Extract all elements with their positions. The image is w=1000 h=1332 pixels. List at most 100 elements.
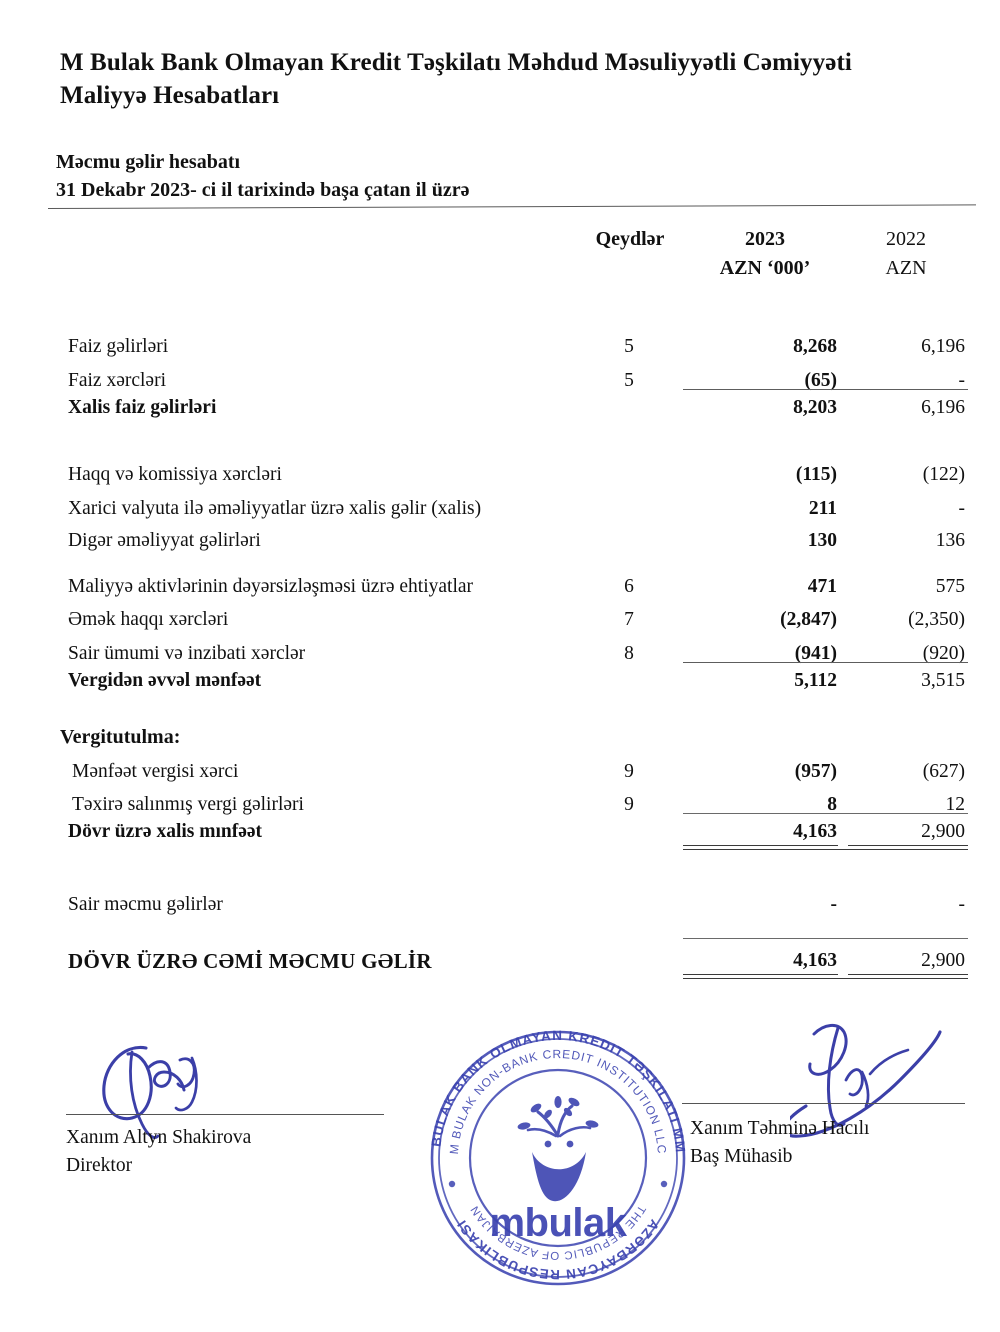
row-value-2022: (920) bbox=[922, 643, 965, 664]
table-row: Haqq və komissiya xərcləri (115) (122) bbox=[0, 458, 1000, 492]
row-value-2022: (627) bbox=[922, 761, 965, 782]
row-value-2023: (957) bbox=[794, 761, 837, 782]
column-header-2023: 2023 AZN ‘000’ bbox=[690, 228, 840, 280]
row-note: 9 bbox=[624, 761, 634, 782]
row-note: 6 bbox=[624, 576, 634, 597]
stamp-outer-bottom-text: AZƏRBAYCAN RESPUBLIKASI bbox=[454, 1217, 661, 1282]
row-label: Sair məcmu gəlirlər bbox=[68, 894, 223, 915]
stamp-inner-bottom-text: THE REPUBLIC OF AZERBAIJAN bbox=[469, 1203, 647, 1261]
svg-text:THE REPUBLIC OF AZERBAIJAN: THE REPUBLIC OF AZERBAIJAN bbox=[469, 1203, 648, 1261]
table-row: Xalis faiz gəlirləri 8,203 6,196 bbox=[0, 391, 1000, 425]
row-note: 5 bbox=[624, 370, 634, 391]
row-value-2023: 4,163 bbox=[793, 821, 837, 842]
row-value-2022: 12 bbox=[945, 794, 966, 815]
row-value-2023: (65) bbox=[804, 370, 838, 391]
row-value-2023: (2,847) bbox=[780, 609, 837, 630]
accountant-role: Baş Mühasib bbox=[690, 1145, 793, 1167]
column-header-2023-year: 2023 bbox=[745, 228, 785, 250]
grand-total-row: DÖVR ÜZRƏ CƏMİ MƏCMU GƏLİR 4,163 2,900 bbox=[0, 944, 1000, 978]
accountant-name: Xanım Təhminə Hacılı bbox=[690, 1118, 870, 1139]
row-note: 9 bbox=[624, 794, 634, 815]
column-header-2022-year: 2022 bbox=[886, 228, 926, 250]
director-role: Direktor bbox=[66, 1154, 133, 1176]
stamp-outer-top-text: M BULAK BANK OLMAYAN KREDIT TƏŞKILATI MM… bbox=[418, 1012, 687, 1154]
row-value-2023: 130 bbox=[807, 530, 837, 551]
company-stamp: M BULAK BANK OLMAYAN KREDIT TƏŞKILATI MM… bbox=[418, 1012, 692, 1292]
director-name: Xanım Altyn Shakirova bbox=[66, 1127, 252, 1148]
row-value-2022: 3,515 bbox=[921, 670, 965, 691]
row-value-2022: 575 bbox=[935, 576, 965, 597]
column-header-2022-unit: AZN bbox=[885, 257, 927, 279]
header-divider bbox=[47, 204, 976, 209]
row-label: Əmək haqqı xərcləri bbox=[68, 609, 229, 630]
statement-subtitle: Məcmu gəlir hesabatı 31 Dekabr 2023- ci … bbox=[56, 148, 966, 205]
director-signature-line bbox=[66, 1114, 384, 1115]
table-row: Əmək haqqı xərcləri 7 (2,847) (2,350) bbox=[0, 603, 1000, 637]
subtotal-rule bbox=[683, 662, 968, 663]
grand-total-value-2022: 2,900 bbox=[921, 950, 965, 971]
svg-text:M BULAK BANK OLMAYAN KREDIT TƏ: M BULAK BANK OLMAYAN KREDIT TƏŞKILATI MM… bbox=[424, 1024, 688, 1154]
grand-total-label: DÖVR ÜZRƏ CƏMİ MƏCMU GƏLİR bbox=[68, 949, 432, 973]
row-note: 7 bbox=[624, 609, 634, 630]
grand-total-value-2023: 4,163 bbox=[793, 950, 837, 971]
table-row: Sair məcmu gəlirlər - - bbox=[0, 888, 1000, 922]
table-row: Faiz xərcləri 5 (65) - bbox=[0, 364, 1000, 398]
row-value-2023: 8,268 bbox=[793, 336, 837, 357]
column-header-2022: 2022 AZN bbox=[840, 228, 972, 280]
rule-gap bbox=[838, 845, 848, 851]
total-double-rule bbox=[683, 845, 968, 851]
document-title-line2: Maliyyə Hesabatları bbox=[60, 82, 280, 109]
statement-period: 31 Dekabr 2023- ci il tarixində başa çat… bbox=[56, 179, 470, 202]
table-row: Sair ümumi və inzibati xərclər 8 (941) (… bbox=[0, 637, 1000, 671]
column-header-notes: Qeydlər bbox=[595, 228, 665, 250]
statement-name: Məcmu gəlir hesabatı bbox=[56, 151, 241, 173]
director-signature-block: Xanım Altyn Shakirova Direktor bbox=[66, 1124, 251, 1179]
row-label: Digər əməliyyat gəlirləri bbox=[68, 530, 261, 551]
row-label: Təxirə salınmış vergi gəlirləri bbox=[72, 794, 304, 815]
table-row: Təxirə salınmış vergi gəlirləri 9 8 12 bbox=[0, 788, 1000, 822]
row-value-2023: 8,203 bbox=[793, 397, 837, 418]
row-value-2022: 2,900 bbox=[921, 821, 965, 842]
table-row: Vergidən əvvəl mənfəət 5,112 3,515 bbox=[0, 664, 1000, 698]
row-value-2022: 6,196 bbox=[921, 397, 965, 418]
row-label: Xalis faiz gəlirləri bbox=[68, 397, 217, 418]
row-value-2022: - bbox=[958, 894, 966, 915]
grand-total-top-rule bbox=[683, 938, 968, 939]
subtotal-rule bbox=[683, 813, 968, 814]
subtotal-rule bbox=[683, 389, 968, 390]
row-value-2023: 8 bbox=[827, 794, 837, 815]
table-row: Maliyyə aktivlərinin dəyərsizləşməsi üzr… bbox=[0, 570, 1000, 604]
row-note: 5 bbox=[624, 336, 634, 357]
grand-total-double-rule bbox=[683, 974, 968, 980]
svg-text:AZƏRBAYCAN RESPUBLIKASI: AZƏRBAYCAN RESPUBLIKASI bbox=[454, 1217, 662, 1282]
svg-text:M BULAK NON-BANK CREDIT INSTIT: M BULAK NON-BANK CREDIT INSTITUTION LLC bbox=[447, 1047, 669, 1155]
table-row: Digər əməliyyat gəlirləri 130 136 bbox=[0, 524, 1000, 558]
row-value-2022: - bbox=[958, 498, 966, 519]
accountant-signature-block: Xanım Təhminə Hacılı Baş Mühasib bbox=[690, 1115, 869, 1170]
row-label: Maliyyə aktivlərinin dəyərsizləşməsi üzr… bbox=[68, 576, 474, 597]
row-label: Dövr üzrə xalis mınfəət bbox=[68, 821, 263, 842]
stamp-inner-top-text: M BULAK NON-BANK CREDIT INSTITUTION LLC bbox=[447, 1047, 668, 1155]
table-row: Mənfəət vergisi xərci 9 (957) (627) bbox=[0, 755, 1000, 789]
column-header-2023-unit: AZN ‘000’ bbox=[719, 257, 811, 279]
stamp-logo-mark bbox=[517, 1096, 599, 1202]
accountant-signature-line bbox=[682, 1103, 965, 1104]
row-value-2023: (941) bbox=[794, 643, 837, 664]
stamp-logo-text: mbulak bbox=[489, 1201, 627, 1245]
table-row: Dövr üzrə xalis mınfəət 4,163 2,900 bbox=[0, 815, 1000, 849]
row-label: Mənfəət vergisi xərci bbox=[72, 761, 239, 782]
rule-gap bbox=[838, 974, 848, 980]
row-note: 8 bbox=[624, 643, 634, 664]
row-value-2022: (2,350) bbox=[908, 609, 965, 630]
row-value-2023: 211 bbox=[808, 498, 837, 519]
row-value-2023: - bbox=[830, 894, 838, 915]
row-label: Sair ümumi və inzibati xərclər bbox=[68, 643, 306, 664]
table-row: Xarici valyuta ilə əməliyyatlar üzrə xal… bbox=[0, 492, 1000, 526]
table-row: Faiz gəlirləri 5 8,268 6,196 bbox=[0, 330, 1000, 364]
row-label: Faiz xərcləri bbox=[68, 370, 166, 391]
row-value-2022: 6,196 bbox=[921, 336, 965, 357]
row-label: Haqq və komissiya xərcləri bbox=[68, 464, 282, 485]
row-value-2022: (122) bbox=[922, 464, 965, 485]
row-label: Xarici valyuta ilə əməliyyatlar üzrə xal… bbox=[68, 498, 482, 519]
